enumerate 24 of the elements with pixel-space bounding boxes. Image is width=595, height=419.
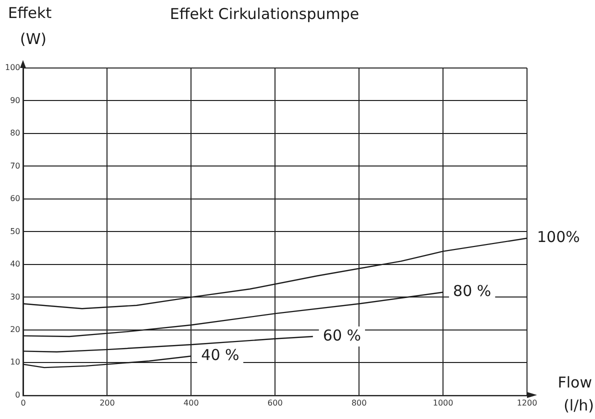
chart-title: Effekt Cirkulationspumpe <box>170 4 360 23</box>
x-tick-label: 600 <box>267 398 283 408</box>
y-tick-label: 40 <box>10 260 20 269</box>
x-tick-label: 800 <box>351 398 367 408</box>
x-axis-title: Flow (l/h) <box>558 373 594 414</box>
y-tick-label: 100 <box>4 63 20 72</box>
y-tick-label: 10 <box>10 358 20 367</box>
y-tick-label: 20 <box>10 325 20 334</box>
y-tick-label: 60 <box>10 194 20 204</box>
x-tick-label: 200 <box>100 398 115 408</box>
y-tick-label: 50 <box>10 226 20 236</box>
series-label: 60 % <box>322 326 362 344</box>
x-tick-label: 1000 <box>432 398 454 408</box>
series-label: 100% <box>537 228 580 246</box>
y-tick-label: 90 <box>10 96 20 105</box>
series-label: 80 % <box>453 282 492 300</box>
series-label: 40 % <box>201 346 240 364</box>
x-tick-label: 400 <box>184 398 199 408</box>
x-tick-label: 1200 <box>516 398 538 408</box>
y-tick-label: 70 <box>10 161 20 170</box>
y-tick-label: 0 <box>15 390 20 400</box>
y-tick-label: 80 <box>10 128 20 138</box>
y-axis-title: Effekt (W) <box>8 4 52 48</box>
y-tick-label: 30 <box>10 292 20 302</box>
